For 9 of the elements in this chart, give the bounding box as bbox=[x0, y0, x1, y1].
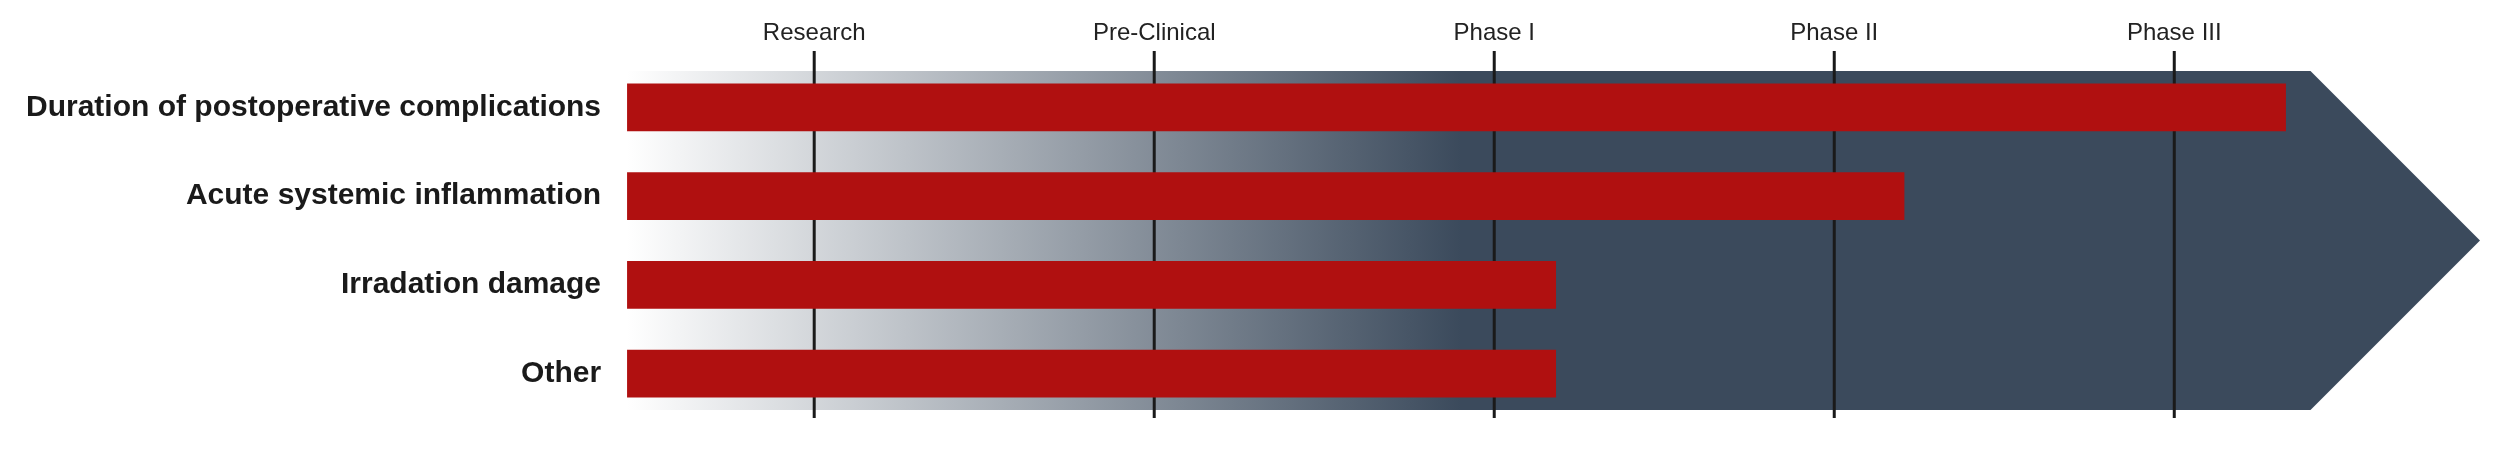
text: Phase I bbox=[1453, 17, 1535, 45]
y-tick-label: Acute systemic inflammation bbox=[185, 177, 602, 211]
text: Phase II bbox=[1790, 17, 1879, 45]
y-tick-label: Other bbox=[521, 354, 602, 388]
y-tick-label: Duration of postoperative complications bbox=[25, 88, 602, 122]
text: Pre-Clinical bbox=[1092, 17, 1216, 45]
text: Research bbox=[762, 17, 866, 45]
text: Phase III bbox=[2126, 17, 2222, 45]
y-tick-label: Irradation damage bbox=[340, 266, 602, 300]
